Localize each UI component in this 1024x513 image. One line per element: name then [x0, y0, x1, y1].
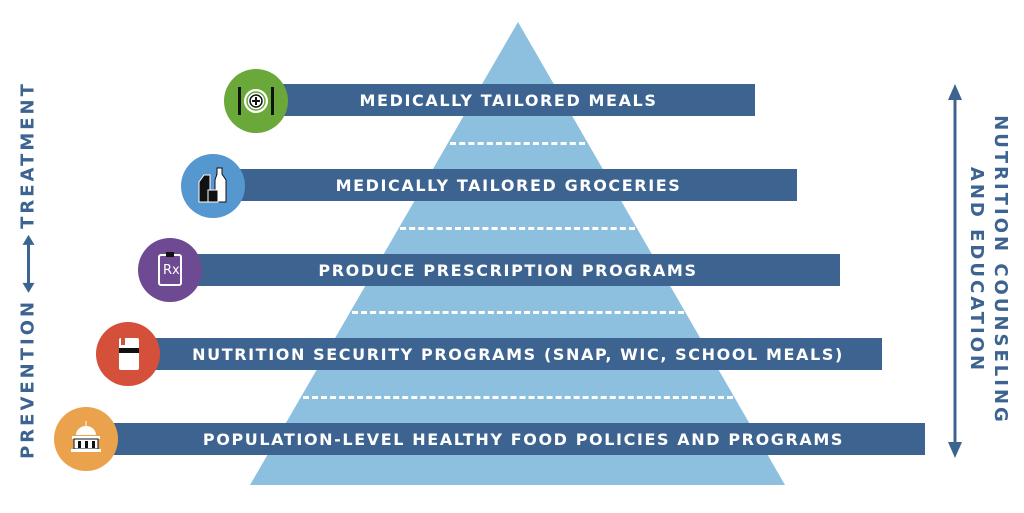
- rx-clipboard-icon: Rx: [138, 238, 202, 302]
- prevention-treatment-axis: PREVENTION TREATMENT: [18, 81, 39, 459]
- tier-label: PRODUCE PRESCRIPTION PROGRAMS: [318, 260, 698, 280]
- plate-cutlery-icon: [224, 69, 288, 133]
- right-label-line2: AND EDUCATION: [966, 166, 987, 374]
- tier-bar-nutrition-security: NUTRITION SECURITY PROGRAMS (SNAP, WIC, …: [134, 338, 882, 370]
- tier-label: POPULATION-LEVEL HEALTHY FOOD POLICIES A…: [202, 429, 845, 449]
- tier-bar-groceries: MEDICALLY TAILORED GROCERIES: [220, 169, 797, 201]
- tier-divider: [400, 227, 635, 230]
- capitol-building-icon: [54, 407, 118, 471]
- nutrition-counseling-label: NUTRITION COUNSELING AND EDUCATION: [964, 115, 1012, 425]
- tier-divider: [450, 142, 585, 145]
- double-arrow-icon: [22, 234, 34, 293]
- right-double-arrow: [948, 84, 962, 458]
- tier-label: MEDICALLY TAILORED MEALS: [359, 90, 658, 110]
- prevention-label: PREVENTION: [17, 298, 39, 459]
- right-label-line1: NUTRITION COUNSELING: [990, 115, 1011, 425]
- tier-bar-produce: PRODUCE PRESCRIPTION PROGRAMS: [176, 254, 840, 286]
- grocery-cartons-icon: [181, 154, 245, 218]
- svg-text:Rx: Rx: [163, 263, 180, 278]
- tier-bar-population: POPULATION-LEVEL HEALTHY FOOD POLICIES A…: [92, 423, 925, 455]
- card-icon: [96, 322, 160, 386]
- tier-label: NUTRITION SECURITY PROGRAMS (SNAP, WIC, …: [192, 344, 844, 364]
- treatment-label: TREATMENT: [17, 81, 39, 229]
- tier-divider: [352, 311, 684, 314]
- tier-bar-meals: MEDICALLY TAILORED MEALS: [262, 84, 755, 116]
- tier-label: MEDICALLY TAILORED GROCERIES: [335, 175, 682, 195]
- tier-divider: [303, 396, 733, 399]
